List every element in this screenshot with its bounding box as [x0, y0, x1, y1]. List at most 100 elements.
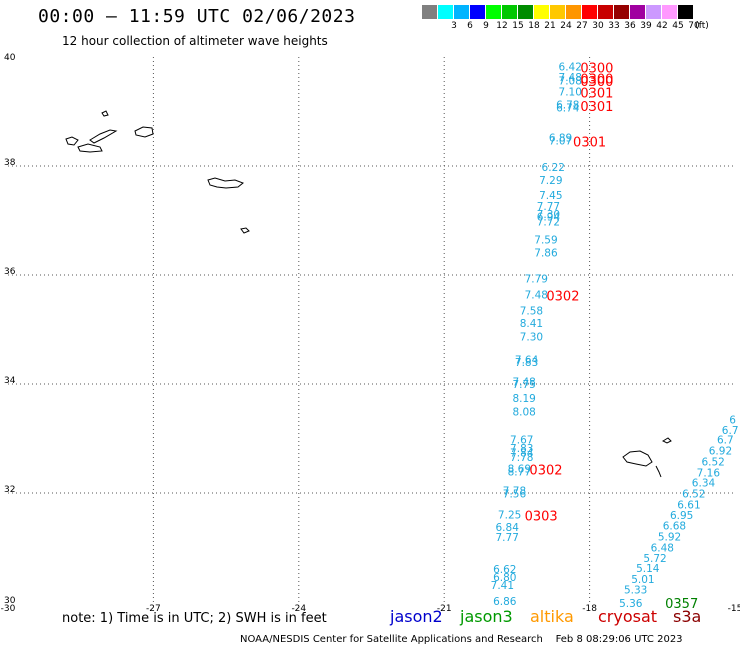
- swh-value: 6.34: [692, 478, 716, 490]
- legend-label: 36: [624, 21, 636, 31]
- legend-swatch: [598, 5, 614, 19]
- island-terceira: [134, 126, 154, 138]
- coastlines: [65, 110, 672, 478]
- legend-swatch: [662, 5, 678, 19]
- legend-label: 3: [451, 21, 457, 31]
- swh-value: 6.62: [493, 564, 516, 576]
- swh-value: 6.95: [670, 510, 693, 522]
- swh-value: 8.77: [508, 467, 531, 479]
- swh-value: 7.77: [537, 201, 560, 213]
- swh-value: 6.92: [709, 445, 732, 457]
- lon-tick-label: -15: [728, 604, 740, 614]
- swh-value: 6.78: [556, 99, 579, 111]
- swh-value: 7.48: [559, 72, 582, 84]
- legend-label: 39: [640, 21, 652, 31]
- swh-value: 8.41: [520, 318, 543, 330]
- island-pico: [77, 143, 103, 153]
- swh-value: 8.69: [508, 463, 531, 475]
- legend-swatch: [550, 5, 566, 19]
- swh-value: 7.58: [520, 305, 543, 317]
- legend-swatch: [630, 5, 646, 19]
- pass-time-label: 0357: [665, 597, 698, 612]
- legend-swatch: [438, 5, 454, 19]
- timestamp: Feb 8 08:29:06 UTC 2023: [555, 634, 683, 645]
- legend-swatch: [614, 5, 630, 19]
- swh-value: 6.52: [701, 456, 724, 468]
- legend-swatch: [518, 5, 534, 19]
- swh-value: 7.83: [510, 443, 533, 455]
- legend-swatch: [534, 5, 550, 19]
- swh-value: 6.80: [493, 572, 516, 584]
- swh-value: 7.78: [510, 452, 533, 464]
- legend-swatch: [486, 5, 502, 19]
- swh-value: 5.92: [658, 532, 681, 544]
- swh-value: 7.25: [498, 509, 521, 521]
- swh-value: 7.07: [549, 135, 572, 147]
- legend-label: 70: [688, 21, 700, 31]
- satellite-name: s3a: [673, 607, 702, 626]
- swh-value: 6.89: [549, 133, 572, 145]
- pass-time-label: 0302: [546, 290, 579, 305]
- legend-swatch: [422, 5, 438, 19]
- swh-value: 6.42: [559, 61, 582, 73]
- lat-tick-label: 38: [4, 158, 16, 168]
- pass-time-label: 0303: [525, 509, 558, 524]
- swh-value: 6.61: [677, 499, 700, 511]
- legend-swatch: [646, 5, 662, 19]
- swh-value: 5.33: [624, 584, 647, 596]
- credit-line: NOAA/NESDIS Center for Satellite Applica…: [240, 634, 683, 645]
- swh-value: 6.74: [556, 103, 580, 115]
- color-scale-labels: 3 6 9 12 15 18 21 24 27 30 33 36 39 42 45 70 (ft): [422, 21, 738, 33]
- legend-label: 33: [608, 21, 620, 31]
- satellite-name: jason2: [390, 607, 443, 626]
- pass-time-label: 0301: [573, 135, 606, 150]
- swh-value: 7.72: [537, 217, 560, 229]
- swh-value: 8.19: [512, 393, 535, 405]
- satellite-name: altika: [530, 607, 574, 626]
- swh-value: 6: [729, 414, 736, 426]
- credit-text: NOAA/NESDIS Center for Satellite Applica…: [240, 634, 543, 645]
- lon-tick-label: -21: [437, 604, 452, 614]
- legend-label: 27: [576, 21, 588, 31]
- island-desertas: [655, 465, 662, 478]
- swh-value: 7.08: [559, 75, 582, 87]
- swh-value: 7.84: [510, 448, 534, 460]
- swh-value: 7.59: [534, 235, 557, 247]
- swh-value: 5.36: [619, 598, 643, 610]
- swh-value: 7.83: [515, 357, 538, 369]
- legend-swatch: [566, 5, 582, 19]
- map-subtitle: 12 hour collection of altimeter wave hei…: [62, 34, 328, 48]
- swh-value: 7.77: [496, 532, 519, 544]
- legend-label: 45: [672, 21, 684, 31]
- swh-value: 7.78: [503, 485, 526, 497]
- swh-value: 6.7: [722, 425, 739, 437]
- swh-value: 5.72: [643, 553, 666, 565]
- lon-tick-label: -24: [291, 604, 306, 614]
- legend-unit: (ft): [695, 21, 709, 31]
- swh-value: 6.84: [496, 522, 520, 534]
- legend-swatch: [502, 5, 518, 19]
- lat-lon-grid: -30 -27 -24 -21 -18 -15 40 38 36 34 32 30: [1, 53, 740, 614]
- swh-value: 5.01: [631, 574, 654, 586]
- swh-value: 7.75: [512, 379, 535, 391]
- lon-tick-label: -18: [582, 604, 597, 614]
- swh-value: 7.86: [534, 248, 558, 260]
- swh-value: 7.67: [510, 435, 533, 447]
- legend-swatch: [582, 5, 598, 19]
- swh-value: 6.7: [717, 435, 734, 447]
- pass-time-label: 0300: [580, 75, 613, 90]
- lat-tick-label: 30: [4, 596, 16, 606]
- swh-value: 7.64: [515, 354, 539, 366]
- legend-label: 12: [496, 21, 508, 31]
- legend-label: 9: [483, 21, 489, 31]
- color-scale-legend: [422, 5, 694, 19]
- island-madeira: [622, 450, 653, 467]
- lat-tick-label: 40: [4, 53, 16, 63]
- swh-value: 7.30: [537, 209, 560, 221]
- swh-value: 6.68: [663, 521, 686, 533]
- lon-tick-label: -27: [146, 604, 161, 614]
- swh-value: 7.30: [520, 332, 543, 344]
- legend-label: 21: [544, 21, 556, 31]
